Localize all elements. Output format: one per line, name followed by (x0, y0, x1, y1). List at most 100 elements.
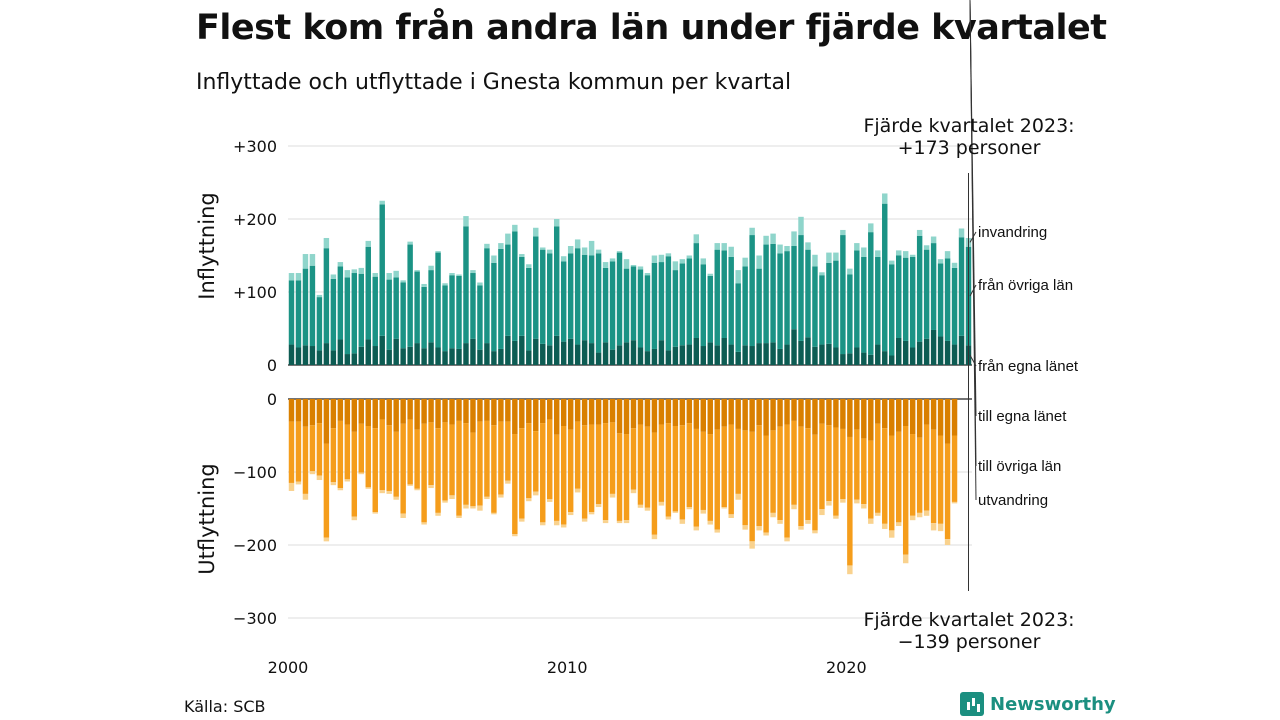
bar-segment (421, 286, 427, 349)
bar-segment (505, 421, 511, 481)
bar-segment (763, 244, 769, 344)
bar-segment (470, 270, 476, 274)
bar-segment (916, 235, 923, 342)
bar-segment (344, 277, 351, 355)
bar-segment (882, 203, 888, 352)
bar-segment (742, 345, 748, 365)
callout-top-value: +173 personer (898, 137, 1041, 159)
bar-segment (665, 256, 672, 351)
bar-segment (498, 248, 504, 349)
bar-segment (470, 399, 476, 433)
bar-segment (721, 250, 727, 338)
bar-segment (477, 421, 483, 506)
bar-segment (372, 346, 378, 365)
bar-segment (449, 424, 455, 496)
bar-segment (909, 399, 916, 435)
bar-segment (707, 520, 713, 525)
bar-segment (526, 399, 532, 424)
bar-segment (309, 399, 316, 426)
bar-segment (882, 351, 888, 365)
bar-segment (560, 256, 567, 262)
ylabel-inflyttning: Inflyttning (195, 192, 219, 299)
bar-segment (414, 270, 420, 272)
bar-segment (491, 262, 497, 352)
bar-segment (302, 345, 309, 365)
bar-segment (442, 422, 448, 501)
bar-segment (526, 350, 532, 365)
bar-segment (749, 431, 755, 542)
bar-segment (295, 481, 302, 485)
bar-segment (742, 399, 748, 431)
bar-segment (463, 504, 469, 509)
bar-segment (937, 336, 944, 365)
bar-segment (512, 224, 518, 232)
bar-segment (861, 399, 867, 439)
bar-segment (526, 267, 532, 351)
bar-segment (581, 254, 588, 341)
bar-segment (630, 266, 637, 341)
bar-segment (623, 259, 630, 269)
bar-segment (742, 430, 748, 526)
bar-segment (602, 399, 609, 424)
bar-segment (791, 420, 797, 505)
bar-segment (442, 283, 448, 286)
bar-segment (519, 335, 525, 365)
bar-segment (386, 399, 392, 426)
bar-segment (477, 505, 483, 511)
bar-segment (889, 264, 895, 356)
series-label: från övriga län (978, 277, 1073, 294)
bar-segment (560, 524, 567, 528)
bar-segment (512, 231, 518, 341)
bar-segment (930, 329, 937, 365)
bar-segment (540, 249, 546, 344)
bar-segment (602, 423, 609, 521)
bar-segment (868, 399, 874, 441)
bar-segment (449, 275, 455, 349)
bar-segment (665, 423, 672, 517)
bar-segment (330, 350, 337, 365)
bar-segment (658, 340, 665, 365)
bar-segment (909, 515, 916, 521)
bar-segment (414, 271, 420, 344)
bar-segment (567, 399, 574, 430)
bar-segment (309, 346, 316, 365)
bar-segment (609, 422, 616, 494)
bar-segment (372, 512, 378, 514)
bar-segment (791, 246, 797, 330)
bar-segment (672, 261, 679, 271)
bar-segment (951, 262, 958, 268)
bar-segment (875, 423, 881, 513)
bar-segment (428, 399, 434, 423)
bar-segment (421, 348, 427, 365)
bar-segment (302, 493, 309, 500)
bar-segment (588, 240, 595, 256)
bar-segment (826, 425, 832, 502)
bar-segment (295, 347, 302, 365)
bar-segment (679, 519, 686, 524)
bar-segment (895, 337, 902, 365)
bar-segment (379, 490, 385, 494)
bar-segment (665, 350, 672, 365)
bar-segment (889, 399, 895, 436)
bar-segment (491, 255, 497, 263)
bar-segment (735, 493, 741, 500)
bar-segment (756, 343, 762, 365)
bar-segment (498, 348, 504, 365)
bar-segment (567, 246, 574, 254)
bar-segment (407, 241, 413, 245)
bar-segment (540, 423, 546, 523)
bar-segment (442, 500, 448, 503)
bar-segment (477, 285, 483, 350)
bar-segment (491, 399, 497, 426)
bar-segment (574, 344, 581, 365)
bar-segment (840, 354, 846, 365)
bar-segment (784, 399, 790, 425)
bar-segment (316, 297, 323, 351)
bar-segment (763, 399, 769, 436)
bar-segment (819, 344, 825, 365)
bar-segment (902, 399, 909, 427)
bar-segment (637, 504, 644, 508)
bar-segment (428, 422, 434, 486)
bar-segment (288, 280, 295, 345)
